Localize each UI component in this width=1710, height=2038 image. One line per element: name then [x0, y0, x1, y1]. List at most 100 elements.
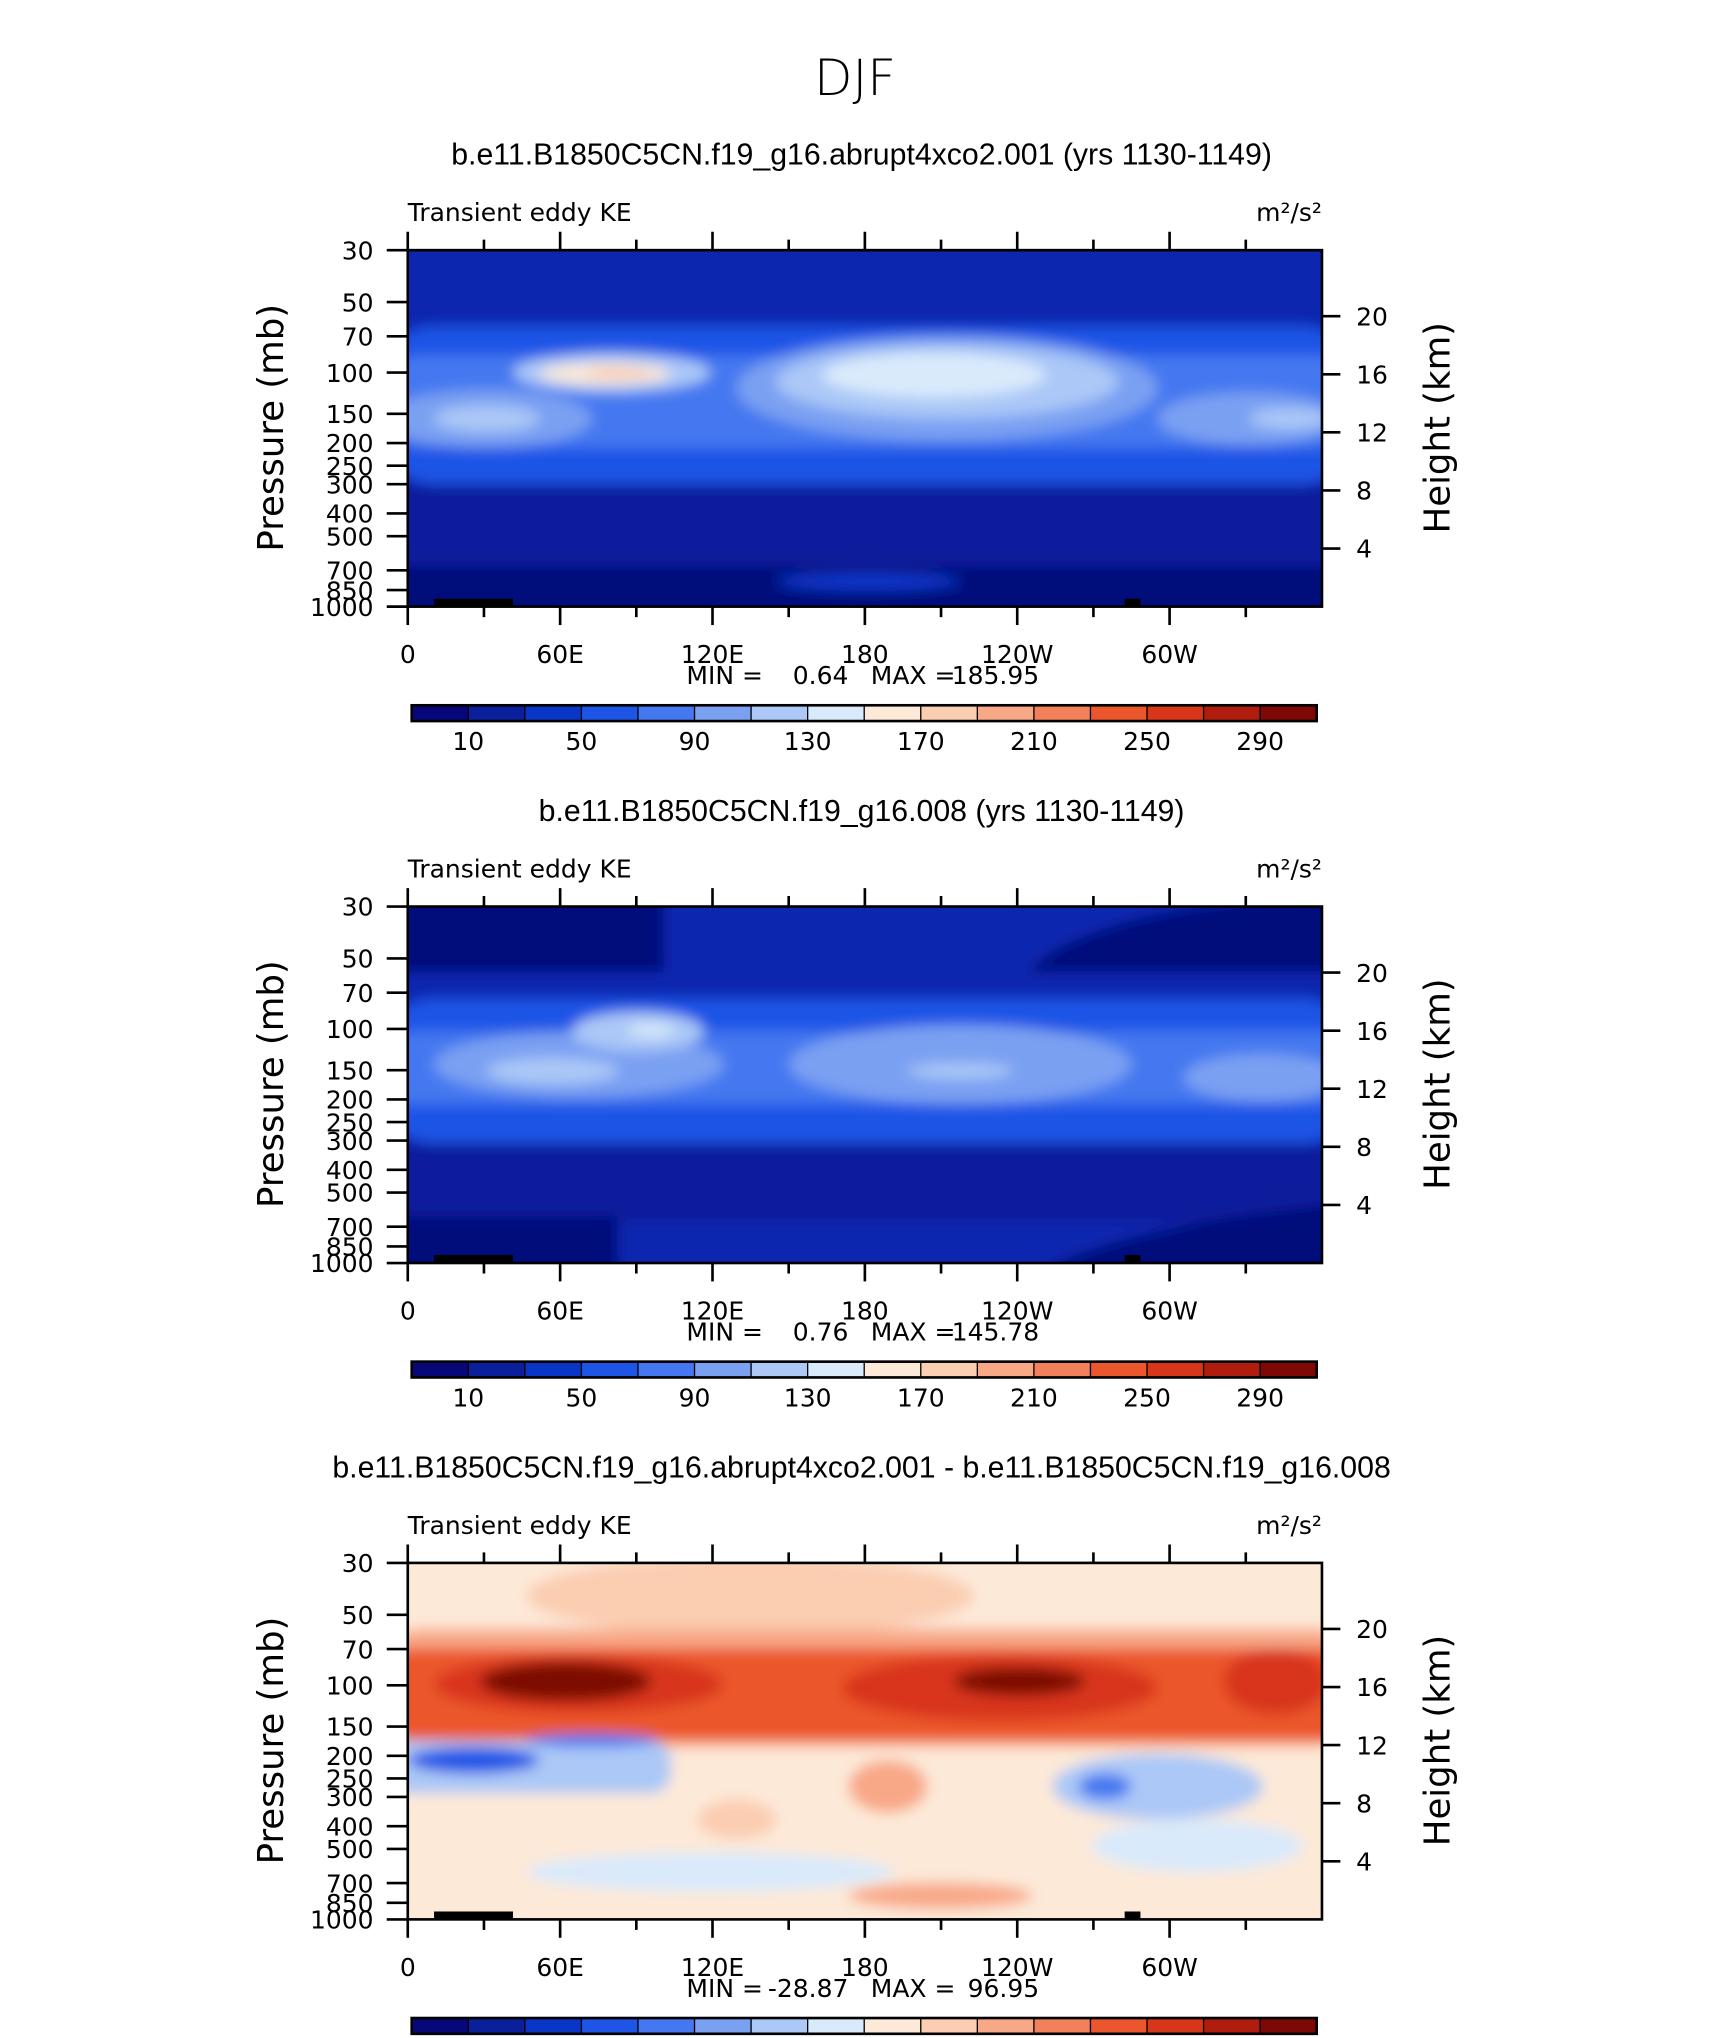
max-value: 96.95: [968, 1974, 1040, 2003]
panel-title: b.e11.B1850C5CN.f19_g16.008 (yrs 1130-11…: [539, 795, 1185, 828]
colorbar-label: 130: [784, 1383, 832, 1412]
y2-tick-label: 20: [1356, 959, 1388, 988]
y-axis-label: Pressure (mb): [251, 1617, 292, 1865]
panel-title: b.e11.B1850C5CN.f19_g16.abrupt4xco2.001 …: [332, 1451, 1390, 1484]
units-label: m²/s²: [1256, 198, 1322, 227]
colorbar-box: [864, 2018, 922, 2034]
colorbar-box: [1147, 705, 1205, 722]
colorbar-box: [1260, 705, 1318, 722]
x-tick-label: 180: [841, 1953, 889, 1982]
x-tick-label: 120E: [681, 1297, 744, 1326]
colorbar-box: [524, 705, 583, 722]
y-tick-label: 300: [326, 470, 374, 499]
colorbar-box: [920, 2018, 978, 2034]
colorbar-label: 10: [452, 1383, 484, 1412]
y-tick-label: 250: [326, 1765, 374, 1794]
topography: [434, 598, 1141, 1920]
y2-tick-label: 16: [1356, 1017, 1388, 1046]
y-tick-label: 1000: [310, 1906, 374, 1935]
y2-tick-label: 4: [1356, 1847, 1372, 1876]
colorbar-label: 10: [452, 727, 484, 756]
x-tick-label: 60E: [536, 1297, 584, 1326]
y-tick-label: 70: [342, 979, 374, 1008]
units-label: m²/s²: [1256, 1511, 1322, 1540]
y-tick-label: 150: [326, 400, 374, 429]
colorbar-box: [637, 705, 696, 722]
colorbar-box: [1033, 2018, 1092, 2034]
y-tick-label: 850: [326, 1233, 374, 1262]
x-tick-label: 60W: [1141, 1953, 1198, 1982]
y2-tick-label: 8: [1356, 1133, 1372, 1162]
variable-label: Transient eddy KE: [407, 855, 632, 884]
y-axis-label: Pressure (mb): [251, 304, 292, 552]
y-tick-label: 70: [342, 322, 374, 351]
x-tick-label: 180: [841, 640, 889, 669]
y-tick-label: 400: [326, 1156, 374, 1185]
y2-tick-label: 8: [1356, 1789, 1372, 1818]
colorbar-box: [524, 2018, 583, 2034]
x-tick-label: 120W: [981, 1953, 1053, 1982]
y2-tick-label: 20: [1356, 302, 1388, 331]
y-tick-label: 500: [326, 1835, 374, 1864]
y-tick-label: 400: [326, 1812, 374, 1841]
y-tick-label: 150: [326, 1056, 374, 1085]
min-value: 0.76: [793, 1318, 849, 1347]
colorbar-box: [694, 2018, 752, 2034]
x-tick-label: 60E: [536, 1953, 584, 1982]
x-tick-label: 60W: [1141, 640, 1198, 669]
y-tick-label: 30: [342, 893, 374, 922]
colorbar-box: [1147, 1361, 1205, 1378]
y-tick-label: 50: [342, 1601, 374, 1630]
colorbar-label: 250: [1123, 727, 1171, 756]
x-tick-label: 0: [400, 1297, 416, 1326]
colorbar-box: [1033, 705, 1092, 722]
colorbar-box: [1260, 2018, 1318, 2034]
colorbar-label: 90: [679, 1383, 711, 1412]
variable-label: Transient eddy KE: [407, 1511, 632, 1540]
colorbar-box: [637, 2018, 696, 2034]
colorbar-box: [1203, 1361, 1261, 1378]
colorbar-label: 50: [566, 727, 598, 756]
y2-tick-label: 4: [1356, 1191, 1372, 1220]
y-tick-label: 50: [342, 288, 374, 317]
colorbar-box: [1033, 1361, 1092, 1378]
y-tick-label: 100: [326, 1015, 374, 1044]
x-tick-label: 180: [841, 1297, 889, 1326]
y-tick-label: 1000: [310, 1249, 374, 1278]
colorbar-label: 50: [566, 1383, 598, 1412]
colorbar-box: [751, 1361, 809, 1378]
colorbar-box: [977, 705, 1035, 722]
field-1: [407, 250, 1322, 607]
colorbar-box: [581, 705, 639, 722]
max-label: MAX =: [871, 661, 956, 690]
colorbar-box: [1090, 1361, 1148, 1378]
y-tick-label: 500: [326, 1179, 374, 1208]
colorbar-box: [977, 1361, 1035, 1378]
colorbar-box: [1090, 2018, 1148, 2034]
y-tick-label: 30: [342, 236, 374, 265]
colorbar-box: [411, 2018, 469, 2034]
units-label: m²/s²: [1256, 855, 1322, 884]
y2-tick-label: 20: [1356, 1615, 1388, 1644]
colorbar-box: [751, 705, 809, 722]
colorbar-label: 210: [1010, 1383, 1058, 1412]
y-tick-label: 50: [342, 945, 374, 974]
y2-tick-label: 12: [1356, 419, 1388, 448]
colorbar-box: [751, 2018, 809, 2034]
max-label: MAX =: [871, 1318, 956, 1347]
colorbar-box: [1090, 705, 1148, 722]
colorbar-box: [920, 1361, 978, 1378]
colorbar-box: [411, 705, 469, 722]
max-label: MAX =: [871, 1974, 956, 2003]
colorbar-box: [581, 1361, 639, 1378]
y2-tick-label: 16: [1356, 360, 1388, 389]
y2-tick-label: 4: [1356, 535, 1372, 564]
y-tick-label: 700: [326, 1213, 374, 1242]
colorbar-label: 290: [1236, 1383, 1284, 1412]
y-tick-label: 200: [326, 1742, 374, 1771]
y-tick-label: 70: [342, 1635, 374, 1664]
colorbar-box: [637, 1361, 696, 1378]
x-tick-label: 120E: [681, 1953, 744, 1982]
colorbar-label: 90: [679, 727, 711, 756]
